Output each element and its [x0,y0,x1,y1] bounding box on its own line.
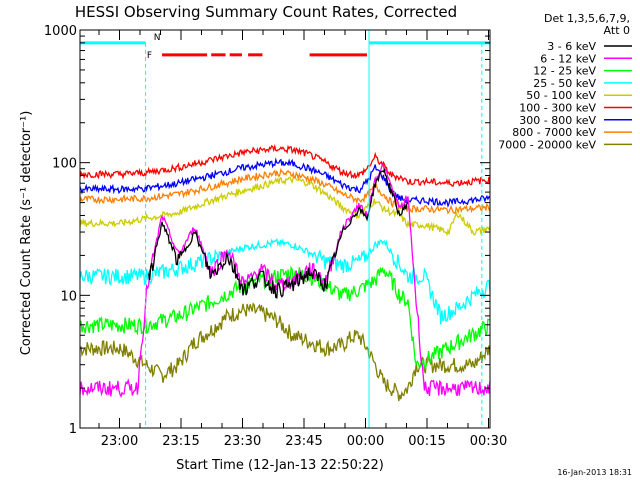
x-tick-label: 00:15 [408,434,445,449]
legend-label-8: 7000 - 20000 keV [498,138,596,151]
legend-label-7: 800 - 7000 keV [512,126,596,139]
legend-label-6: 300 - 800 keV [519,114,596,127]
legend-label-0: 3 - 6 keV [547,40,596,53]
series-line-0 [148,167,409,299]
x-tick-label: 23:45 [285,434,322,449]
x-tick-label: 23:15 [162,434,199,449]
legend-label-3: 25 - 50 keV [533,77,596,90]
legend-label-1: 6 - 12 keV [540,52,596,65]
legend-label-2: 12 - 25 keV [533,65,596,78]
y-tick-label: 100 [52,157,77,172]
y-tick-label: 1 [69,422,77,437]
series-line-4 [79,175,491,237]
legend-label-4: 50 - 100 keV [526,89,596,102]
x-tick-label: 00:00 [347,434,384,449]
y-tick-label: 1000 [44,24,77,39]
x-tick-label: 23:30 [224,434,261,449]
chart-title: HESSI Observing Summary Count Rates, Cor… [75,3,457,21]
series-line-7 [79,167,491,215]
flare-flag-label: F [147,51,152,61]
legend-header-line-2: Att 0 [604,24,630,37]
legend-label-5: 100 - 300 keV [519,102,596,115]
x-tick-label: 23:00 [101,434,138,449]
y-axis-label-text: Corrected Count Rate (s⁻¹ detector⁻¹) [19,111,34,356]
plot-area: NF [79,30,491,428]
night-flag-label: N [154,33,161,43]
series-line-1 [79,164,491,399]
timestamp: 16-Jan-2013 18:31 [557,468,632,477]
y-tick-label: 10 [60,289,77,304]
series-line-6 [79,157,491,208]
axes: 1 10 100 1000 23:00 23:15 23:30 23:45 00:00 00:15… [44,24,507,449]
y-axis-label: Corrected Count Rate (s⁻¹ detector⁻¹) [19,111,34,356]
legend-header-line-1: Det 1,3,5,6,7,9, [544,12,630,25]
series-line-5 [79,143,491,187]
x-axis-label: Start Time (12-Jan-13 22:50:22) [176,458,384,473]
x-tick-label: 00:30 [470,434,507,449]
plot-frame [79,29,491,429]
